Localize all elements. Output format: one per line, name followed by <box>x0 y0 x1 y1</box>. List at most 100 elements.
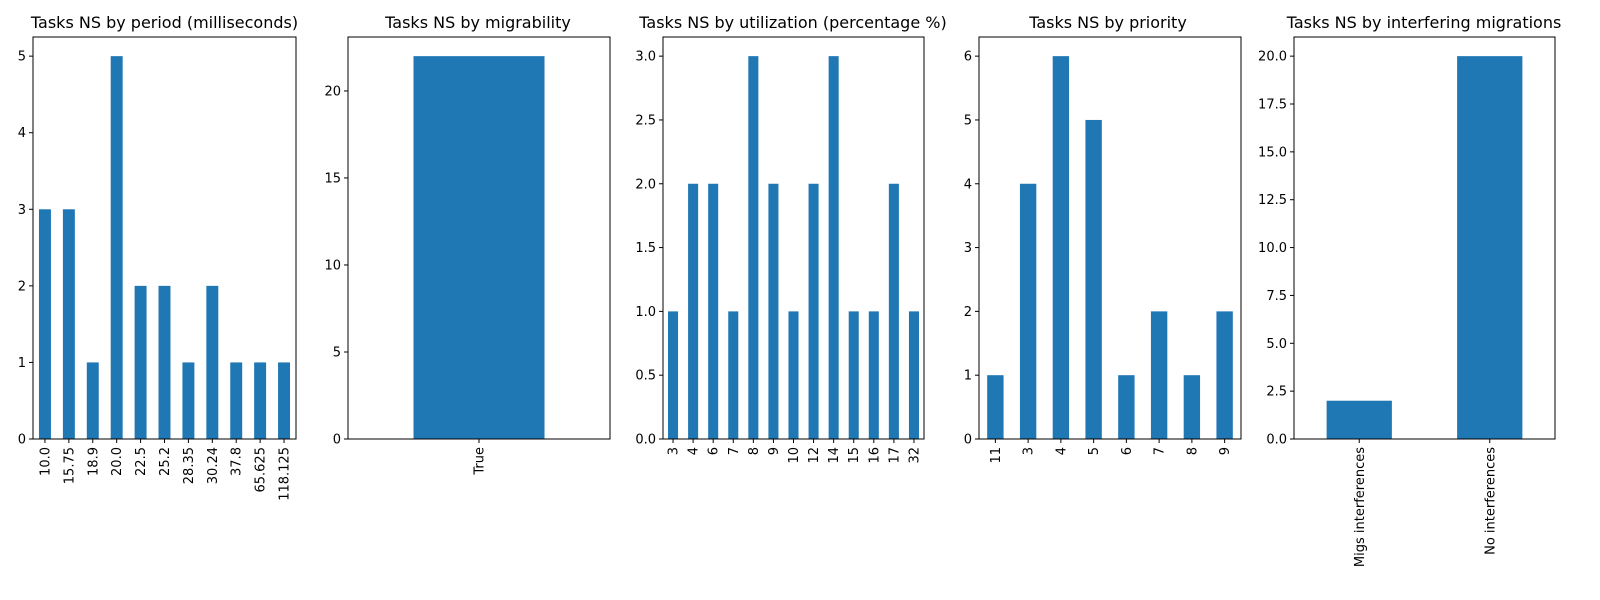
y-tick-label: 15 <box>324 171 341 186</box>
bar-8 <box>748 56 759 440</box>
x-tick-label: 118.125 <box>278 447 293 501</box>
bar-32 <box>908 311 919 439</box>
x-tick-label: 7 <box>1153 447 1168 455</box>
axes-frame <box>347 36 611 440</box>
x-tick-label: 25.2 <box>158 447 173 476</box>
x-tick-label: 6 <box>707 447 722 455</box>
y-tick-label: 0 <box>333 433 341 448</box>
x-tick-label: 14 <box>827 447 842 464</box>
x-tick-label: 4 <box>1054 447 1069 455</box>
bar-18-9 <box>86 362 99 439</box>
y-tick-label: 3 <box>964 241 972 256</box>
bar-14 <box>828 56 839 440</box>
x-tick-label: 20.0 <box>110 447 125 476</box>
x-tick-label: 9 <box>767 447 782 455</box>
y-tick-label: 12.5 <box>1258 193 1287 208</box>
y-tick-label: 0.0 <box>635 433 656 448</box>
y-tick-label: 2 <box>964 305 972 320</box>
x-tick-label: 10 <box>787 447 802 464</box>
y-tick-label: 17.5 <box>1258 98 1287 113</box>
x-tick-label: 7 <box>727 447 742 455</box>
x-tick-label: 9 <box>1218 447 1233 455</box>
subplot-utilization: Tasks NS by utilization (percentage %) 0… <box>635 13 946 464</box>
x-tick-label: 3 <box>1022 447 1037 455</box>
y-tick-label: 0.0 <box>1266 433 1287 448</box>
subplot-interfering-migrations: Tasks NS by interfering migrations 0.0 2.… <box>1258 13 1561 567</box>
x-tick-label: 30.24 <box>206 447 221 484</box>
y-tick-label: 7.5 <box>1266 289 1287 304</box>
bar-3 <box>1019 183 1037 439</box>
bar-6 <box>708 183 719 439</box>
bar-20-0 <box>110 56 123 440</box>
bar-7 <box>1150 311 1168 439</box>
y-tick-label: 3 <box>18 203 26 218</box>
x-tick-label: Migs interferences <box>1353 447 1368 567</box>
x-tick-label: 15 <box>847 447 862 464</box>
y-tick-label: 1.5 <box>635 241 656 256</box>
bar-11 <box>987 375 1004 439</box>
x-tick-label: 3 <box>667 447 682 455</box>
subplot-period: Tasks NS by period (milliseconds) 0 1 2 3 4 5… <box>18 13 298 501</box>
x-tick-label: 16 <box>867 447 882 464</box>
axes-frame <box>1293 36 1556 440</box>
x-tick-label: 37.8 <box>230 447 245 476</box>
bar-15-75 <box>62 209 75 439</box>
x-tick-label: 28.35 <box>182 447 197 484</box>
bar-118-125 <box>278 362 291 439</box>
y-tick-label: 2 <box>18 279 26 294</box>
bar-28-35 <box>182 362 195 439</box>
subplot-migrability: Tasks NS by migrability 0 5 10 15 20 True <box>324 13 611 476</box>
x-tick-label: 32 <box>907 447 922 464</box>
bar-no-interferences <box>1457 56 1523 440</box>
x-tick-label: 12 <box>807 447 822 464</box>
x-tick-label: 15.75 <box>62 447 77 484</box>
bar-10-0 <box>38 209 51 439</box>
y-tick-label: 10 <box>324 258 341 273</box>
x-tick-label: 17 <box>887 447 902 464</box>
chart-title: Tasks NS by period (milliseconds) <box>30 13 298 32</box>
y-tick-label: 1 <box>18 356 26 371</box>
bar-30-24 <box>206 285 219 439</box>
y-tick-label: 20 <box>324 84 341 99</box>
y-tick-label: 2.5 <box>1266 385 1287 400</box>
y-tick-label: 1.0 <box>635 305 656 320</box>
bar-8 <box>1183 375 1201 439</box>
bar-37-8 <box>230 362 243 439</box>
bar-6 <box>1118 375 1135 439</box>
y-tick-label: 1 <box>964 369 972 384</box>
bar-9 <box>768 183 779 439</box>
bar-4 <box>1052 56 1070 440</box>
x-tick-label: 65.625 <box>254 447 269 493</box>
axes-frame <box>978 36 1242 440</box>
x-tick-label: 5 <box>1087 447 1102 455</box>
y-tick-label: 3.0 <box>635 50 656 65</box>
y-tick-label: 5 <box>964 113 972 128</box>
y-tick-label: 0 <box>18 433 26 448</box>
bar-true <box>413 56 545 440</box>
bar-migs-interferences <box>1326 400 1392 439</box>
chart-title: Tasks NS by migrability <box>384 13 571 32</box>
y-tick-label: 4 <box>18 126 26 141</box>
axes-frame <box>32 36 297 440</box>
chart-title: Tasks NS by priority <box>1028 13 1187 32</box>
y-tick-label: 20.0 <box>1258 50 1287 65</box>
bar-9 <box>1216 311 1233 439</box>
subplot-priority: Tasks NS by priority 0 1 2 3 4 5 6 11 3 4 5 6 7 8 9 <box>964 13 1242 464</box>
x-tick-label: True <box>473 447 488 476</box>
y-tick-label: 10.0 <box>1258 241 1287 256</box>
x-tick-label: 6 <box>1120 447 1135 455</box>
y-tick-label: 2.0 <box>635 177 656 192</box>
y-tick-label: 5 <box>18 50 26 65</box>
x-tick-label: 22.5 <box>134 447 149 476</box>
x-tick-label: 10.0 <box>38 447 53 476</box>
x-tick-label: 18.9 <box>86 447 101 476</box>
x-tick-label: No interferences <box>1483 447 1498 555</box>
x-tick-label: 8 <box>1185 447 1200 455</box>
bar-12 <box>808 183 819 439</box>
y-tick-label: 0.5 <box>635 369 656 384</box>
y-tick-label: 5 <box>333 345 341 360</box>
chart-title: Tasks NS by interfering migrations <box>1286 13 1562 32</box>
axes-frame <box>662 36 925 440</box>
bar-25-2 <box>158 285 171 439</box>
